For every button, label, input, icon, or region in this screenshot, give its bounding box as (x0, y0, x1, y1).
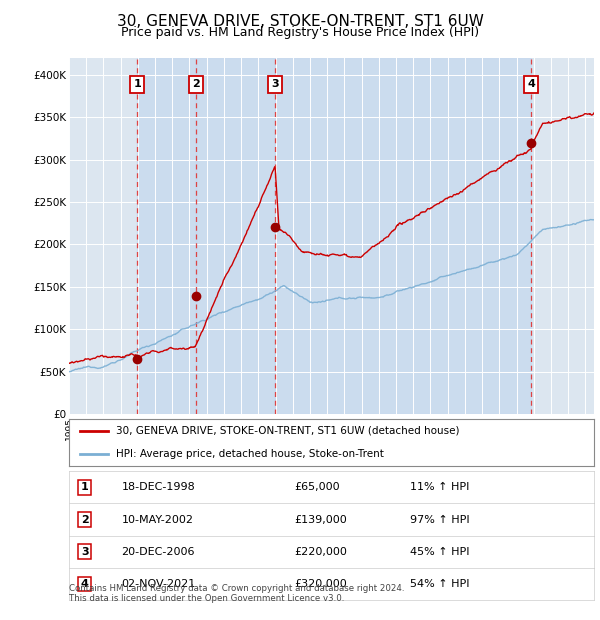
Text: This data is licensed under the Open Government Licence v3.0.: This data is licensed under the Open Gov… (69, 594, 344, 603)
Text: 30, GENEVA DRIVE, STOKE-ON-TRENT, ST1 6UW (detached house): 30, GENEVA DRIVE, STOKE-ON-TRENT, ST1 6U… (116, 426, 460, 436)
Text: 4: 4 (81, 579, 89, 589)
Text: 45% ↑ HPI: 45% ↑ HPI (410, 547, 470, 557)
Text: 02-NOV-2021: 02-NOV-2021 (121, 579, 196, 589)
Text: 2: 2 (192, 79, 200, 89)
Text: 3: 3 (81, 547, 89, 557)
Text: 3: 3 (271, 79, 279, 89)
Text: 10-MAY-2002: 10-MAY-2002 (121, 515, 193, 525)
Bar (137, 58, 196, 414)
Text: £65,000: £65,000 (295, 482, 340, 492)
Text: 1: 1 (81, 482, 89, 492)
Text: Price paid vs. HM Land Registry's House Price Index (HPI): Price paid vs. HM Land Registry's House … (121, 26, 479, 39)
Text: £139,000: £139,000 (295, 515, 347, 525)
Text: 2: 2 (81, 515, 89, 525)
Text: 1: 1 (133, 79, 141, 89)
Text: £320,000: £320,000 (295, 579, 347, 589)
Text: HPI: Average price, detached house, Stoke-on-Trent: HPI: Average price, detached house, Stok… (116, 450, 384, 459)
Text: 20-DEC-2006: 20-DEC-2006 (121, 547, 195, 557)
Text: 4: 4 (527, 79, 535, 89)
Text: 11% ↑ HPI: 11% ↑ HPI (410, 482, 470, 492)
Bar (196, 58, 275, 414)
Text: 97% ↑ HPI: 97% ↑ HPI (410, 515, 470, 525)
Text: 54% ↑ HPI: 54% ↑ HPI (410, 579, 470, 589)
Text: 30, GENEVA DRIVE, STOKE-ON-TRENT, ST1 6UW: 30, GENEVA DRIVE, STOKE-ON-TRENT, ST1 6U… (116, 14, 484, 29)
Text: 18-DEC-1998: 18-DEC-1998 (121, 482, 195, 492)
Text: £220,000: £220,000 (295, 547, 347, 557)
Bar (275, 58, 531, 414)
Text: Contains HM Land Registry data © Crown copyright and database right 2024.: Contains HM Land Registry data © Crown c… (69, 584, 404, 593)
